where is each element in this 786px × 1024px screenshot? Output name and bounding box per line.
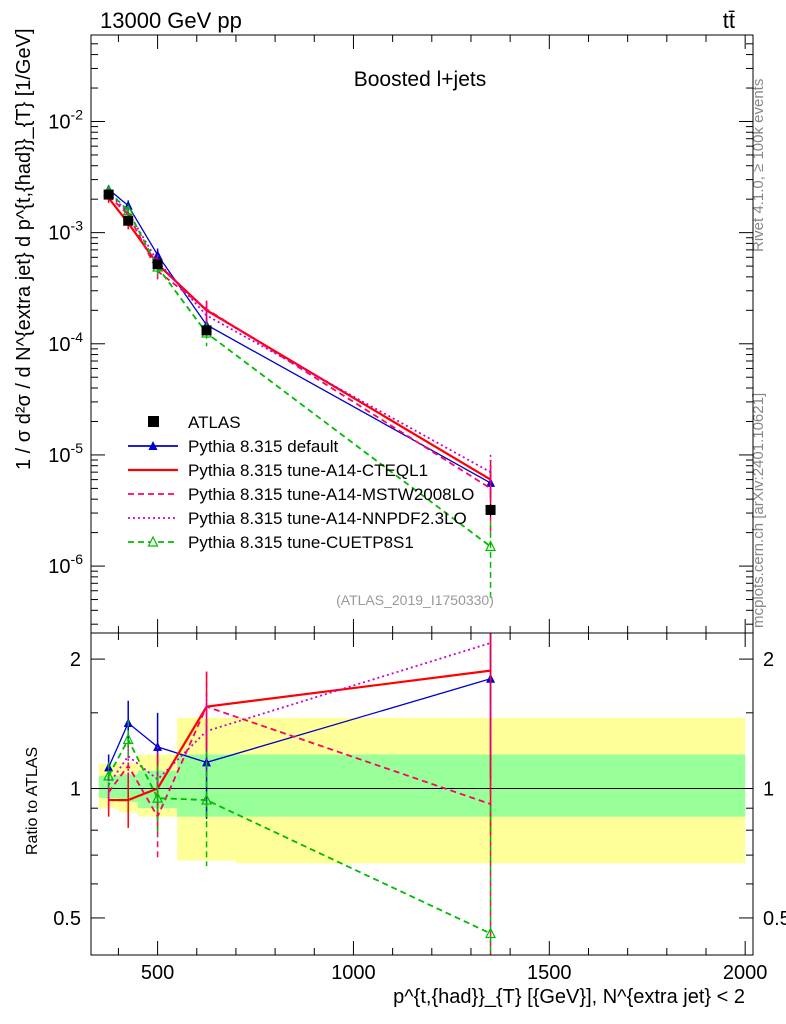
legend-label: Pythia 8.315 tune-CUETP8S1 — [188, 533, 414, 552]
y-tick-label: 10-3 — [48, 218, 83, 245]
ratio-series-4 — [103, 720, 497, 955]
legend-item-2: Pythia 8.315 tune-A14-MSTW2008LO — [128, 485, 474, 504]
legend: ATLAS Pythia 8.315 default Pythia 8.315 tu… — [128, 413, 474, 552]
data-point — [201, 793, 213, 805]
ratio-panel-series — [103, 633, 497, 955]
x-tick-label: 1000 — [331, 962, 376, 984]
axes-ticks: 500 1000 1500 2000 10-6 10-5 10-4 10-3 10-2 0.5 0.… — [48, 34, 786, 984]
analysis-label: (ATLAS_2019_I1750330) — [336, 592, 494, 608]
main-panel-series — [103, 184, 497, 600]
x-tick-label: 500 — [141, 962, 174, 984]
data-point — [485, 927, 497, 939]
rivet-version-label: Rivet 4.1.0, ≥ 100k events — [750, 79, 767, 252]
legend-item-1: Pythia 8.315 tune-A14-CTEQL1 — [128, 461, 428, 480]
atlas-data-point — [103, 189, 114, 200]
data-point — [153, 249, 163, 259]
series-line — [107, 737, 491, 935]
legend-label: Pythia 8.315 tune-A14-NNPDF2.3LO — [188, 509, 467, 528]
y-tick-label: 10-5 — [48, 440, 83, 467]
y-tick-label: 10-4 — [48, 329, 83, 356]
y-axis-label: 1 / σ d²σ / d N^{extra jet} d p^{t,{had}… — [13, 28, 35, 470]
atlas-data-point — [485, 504, 496, 515]
x-axis-label: p^{t,{had}}_{T} [{GeV}], N^{extra jet} <… — [393, 986, 745, 1008]
ratio-tick-label-right: 1 — [763, 779, 774, 801]
ratio-tick-label-right: 2 — [763, 649, 774, 671]
x-tick-label: 1500 — [527, 962, 572, 984]
atlas-data-point — [152, 259, 163, 270]
ratio-tick-label-left: 1 — [70, 779, 81, 801]
series-2 — [107, 191, 492, 533]
mcplots-label: mcplots.cern.ch [arXiv:2401.10621] — [750, 393, 767, 628]
legend-item-3: Pythia 8.315 tune-A14-NNPDF2.3LO — [128, 509, 467, 528]
ratio-tick-label-left: 2 — [70, 649, 81, 671]
legend-label: Pythia 8.315 tune-A14-MSTW2008LO — [188, 485, 474, 504]
ratio-panel-frame — [90, 632, 754, 956]
y-tick-label: 10-6 — [48, 551, 83, 578]
data-point — [122, 733, 134, 745]
legend-label-atlas: ATLAS — [188, 413, 241, 432]
plot-title: Boosted l+jets — [354, 68, 487, 91]
legend-marker — [148, 441, 158, 450]
legend-label: Pythia 8.315 default — [188, 437, 339, 456]
series-line — [108, 192, 491, 473]
ratio-tick-label-left: 0.5 — [53, 908, 81, 930]
legend-label: Pythia 8.315 tune-A14-CTEQL1 — [188, 461, 428, 480]
ratio-y-axis-label: Ratio to ATLAS — [24, 747, 41, 855]
data-point — [485, 540, 497, 552]
energy-label: 13000 GeV pp — [100, 8, 242, 33]
process-label: tt̄ — [723, 8, 735, 33]
legend-marker-atlas — [148, 416, 159, 427]
data-point — [153, 741, 163, 751]
series-atlas-data — [103, 189, 496, 517]
data-point — [152, 791, 164, 803]
data-point — [103, 769, 115, 781]
data-point — [122, 204, 134, 216]
legend-item-0: Pythia 8.315 default — [128, 437, 339, 456]
atlas-data-point — [123, 215, 134, 226]
x-tick-label: 2000 — [723, 962, 768, 984]
ratio-uncertainty-bands — [98, 717, 746, 864]
legend-item-atlas: ATLAS — [148, 413, 241, 432]
series-line — [107, 642, 491, 786]
ratio-tick-label-right: 0.5 — [763, 908, 786, 930]
y-tick-label: 10-2 — [48, 106, 83, 133]
legend-item-4: Pythia 8.315 tune-CUETP8S1 — [128, 533, 414, 552]
legend-marker — [147, 535, 159, 547]
atlas-data-point — [201, 325, 212, 336]
